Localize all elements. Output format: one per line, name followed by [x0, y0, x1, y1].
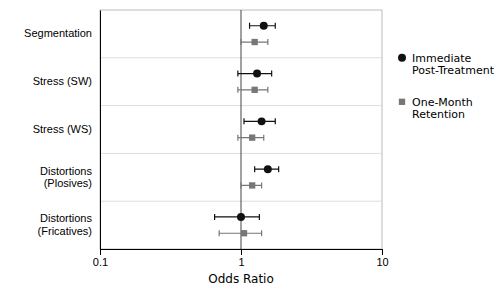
x-tick: 1: [238, 249, 244, 268]
error-bar: [241, 39, 268, 45]
x-tick-label: 0.1: [93, 256, 108, 268]
error-bar: [238, 71, 272, 77]
point: [258, 117, 266, 125]
x-axis-line: [101, 250, 383, 256]
y-axis: Segmentation Stress (SW) Stress (WS) Distor…: [24, 11, 100, 250]
y-tick: Stress (WS): [33, 123, 92, 135]
y-tick-label: Stress (WS): [33, 123, 92, 135]
legend-label-line: Immediate: [412, 52, 472, 65]
x-tick-label: 1: [238, 256, 244, 268]
point: [252, 39, 258, 45]
error-bar: [241, 182, 262, 188]
series: [215, 22, 279, 221]
point: [249, 134, 255, 140]
series: [219, 39, 268, 237]
legend-label-line: Post-Treatment: [412, 64, 495, 77]
error-bar: [250, 23, 276, 29]
error-bar: [238, 135, 264, 141]
legend: ImmediatePost-Treatment One-MonthRetentio…: [398, 52, 495, 122]
legend-label-line: Retention: [412, 108, 465, 121]
y-tick-label: Stress (SW): [33, 75, 92, 87]
legend-label-line: One-Month: [412, 96, 473, 109]
x-tick-label: 10: [376, 256, 388, 268]
legend-item: ImmediatePost-Treatment: [398, 52, 495, 78]
legend-item: One-MonthRetention: [399, 96, 473, 122]
legend-label: ImmediatePost-Treatment: [412, 52, 495, 78]
plot-area: 0.1 1 10 Segmentation Stress (SW) Stress (WS)…: [24, 10, 389, 268]
point: [252, 87, 258, 93]
y-tick-label: Distortions(Plosives): [40, 164, 92, 189]
plot-frame: [100, 10, 382, 249]
error-bar: [219, 230, 261, 236]
x-tick-mark: [241, 249, 242, 255]
y-tick-label: Distortions(Fricatives): [38, 212, 93, 237]
chart: 0.1 1 10 Segmentation Stress (SW) Stress (WS)…: [0, 0, 500, 289]
x-tick-mark: [382, 249, 383, 255]
y-tick-label: Segmentation: [24, 27, 92, 39]
y-tick-label-line: Distortions: [40, 164, 92, 176]
x-tick: 0.1: [93, 249, 108, 268]
error-bar: [238, 87, 268, 93]
point: [260, 22, 268, 30]
y-tick-label-line: Distortions: [40, 212, 92, 224]
x-axis-title: Odds Ratio: [208, 272, 274, 286]
point: [241, 230, 247, 236]
error-bar: [244, 118, 275, 124]
error-bar: [255, 166, 279, 172]
y-tick-label-line: (Plosives): [44, 177, 92, 189]
point: [249, 182, 255, 188]
error-bar: [215, 214, 260, 220]
y-tick-label-line: Segmentation: [24, 27, 92, 39]
x-tick-mark: [100, 249, 101, 255]
x-tick: 10: [376, 249, 388, 268]
y-tick: Distortions(Plosives): [40, 164, 92, 189]
point: [237, 213, 245, 221]
y-tick: Stress (SW): [33, 75, 92, 87]
y-axis-line: [100, 11, 101, 250]
legend-label: One-MonthRetention: [412, 96, 473, 122]
legend-symbol: [398, 54, 406, 62]
point: [264, 165, 272, 173]
data-marks: [215, 10, 279, 249]
legend-symbol: [399, 99, 405, 105]
y-tick-label-line: Stress (SW): [33, 75, 92, 87]
x-axis: 0.1 1 10: [93, 249, 389, 268]
point: [253, 70, 261, 78]
y-tick: Distortions(Fricatives): [38, 212, 93, 237]
y-tick-label-line: (Fricatives): [38, 225, 92, 237]
y-tick-label-line: Stress (WS): [33, 123, 92, 135]
y-tick: Segmentation: [24, 27, 92, 39]
